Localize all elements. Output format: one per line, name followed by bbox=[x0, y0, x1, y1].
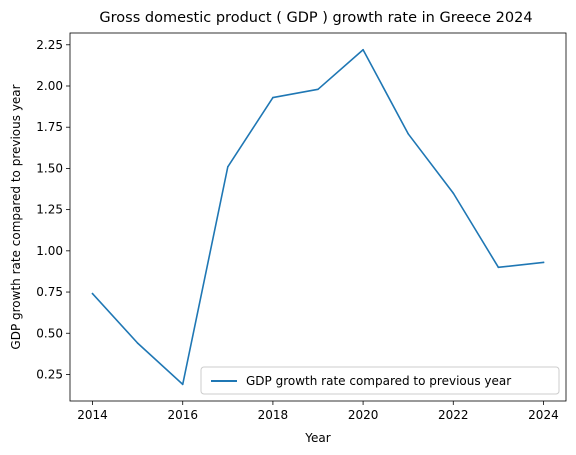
y-tick-label: 1.00 bbox=[36, 244, 63, 258]
series-line bbox=[93, 50, 544, 385]
y-tick-label: 1.25 bbox=[36, 203, 63, 217]
y-tick-label: 2.25 bbox=[36, 38, 63, 52]
data-point bbox=[543, 262, 545, 264]
data-point bbox=[452, 192, 454, 194]
data-point bbox=[498, 267, 500, 269]
x-tick-label: 2020 bbox=[348, 408, 379, 422]
data-point bbox=[317, 88, 319, 90]
plot-area: 2014 2016 2018 2020 2022 2024 0.25 0.50 0.75 1.0… bbox=[36, 33, 566, 422]
chart-title: Gross domestic product ( GDP ) growth ra… bbox=[99, 10, 532, 26]
data-point bbox=[362, 49, 364, 51]
x-tick-label: 2016 bbox=[167, 408, 198, 422]
data-point bbox=[182, 384, 184, 386]
x-axis-title: Year bbox=[304, 431, 330, 445]
plot-frame bbox=[70, 33, 566, 401]
x-tick-label: 2014 bbox=[77, 408, 108, 422]
legend-label: GDP growth rate compared to previous yea… bbox=[246, 374, 511, 388]
y-tick-label: 2.00 bbox=[36, 79, 63, 93]
y-axis-title: GDP growth rate compared to previous yea… bbox=[9, 84, 23, 349]
data-point bbox=[92, 293, 94, 295]
series-layer bbox=[92, 49, 545, 385]
y-tick-label: 0.25 bbox=[36, 367, 63, 381]
x-tick-label: 2018 bbox=[258, 408, 289, 422]
y-axis: 0.25 0.50 0.75 1.00 1.25 1.50 1.75 2.00 2.25 bbox=[36, 38, 70, 382]
y-tick-label: 0.50 bbox=[36, 326, 63, 340]
y-tick-label: 1.75 bbox=[36, 120, 63, 134]
data-point bbox=[272, 97, 274, 99]
y-tick-label: 1.50 bbox=[36, 161, 63, 175]
data-point bbox=[137, 342, 139, 344]
x-tick-label: 2024 bbox=[528, 408, 559, 422]
x-tick-label: 2022 bbox=[438, 408, 469, 422]
x-axis: 2014 2016 2018 2020 2022 2024 bbox=[77, 401, 558, 422]
legend: GDP growth rate compared to previous yea… bbox=[201, 367, 559, 394]
y-tick-label: 0.75 bbox=[36, 285, 63, 299]
data-point bbox=[407, 133, 409, 135]
data-point bbox=[227, 166, 229, 168]
